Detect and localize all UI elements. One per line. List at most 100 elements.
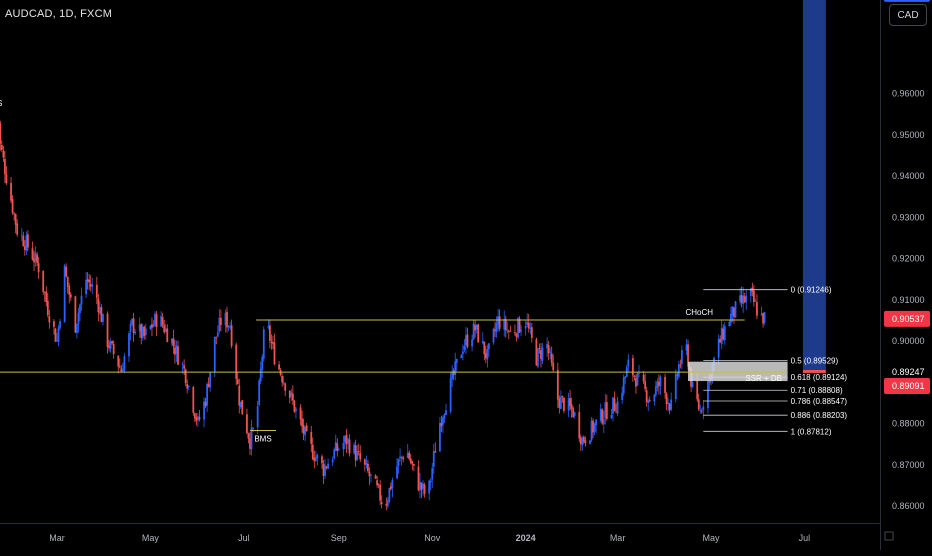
candle-body [174, 347, 176, 355]
candle-body [451, 371, 454, 379]
price-tick: 0.86000 [892, 501, 925, 511]
candle-body [422, 483, 424, 489]
candle-body [299, 407, 302, 420]
candle-body [563, 397, 565, 411]
candle-body [134, 331, 137, 334]
candle-body [654, 386, 657, 395]
candle-body [45, 291, 48, 303]
candle-body [108, 345, 110, 348]
candle-body [475, 324, 478, 330]
candle-body [89, 283, 92, 287]
candle-body [236, 379, 239, 384]
candle-body [535, 339, 538, 366]
candle-body [498, 316, 501, 329]
candle-body [665, 393, 668, 405]
currency-button[interactable]: CAD [889, 4, 927, 26]
time-axis[interactable]: Mar May Jul Sep Nov 2024 Mar May Jul [0, 523, 880, 551]
candle-body [419, 481, 421, 491]
symbol-title[interactable]: AUDCAD, 1D, FXCM [5, 8, 113, 20]
candle-body [170, 338, 173, 344]
candle-body [100, 307, 103, 322]
candle-body [558, 398, 561, 408]
candle-body [155, 314, 158, 327]
candle-body [627, 359, 630, 367]
candle-body [506, 329, 509, 332]
price-tick: 0.95000 [892, 130, 925, 140]
time-tick: 2024 [516, 533, 536, 543]
candle-body [642, 374, 645, 382]
candle-body [121, 370, 124, 372]
candle-body [700, 411, 703, 413]
candle-body [353, 444, 356, 454]
candle-body [595, 419, 598, 426]
candle-body [605, 402, 608, 419]
candle-body [697, 399, 700, 410]
candles-group [0, 120, 766, 511]
price-tick: 0.90000 [892, 336, 925, 346]
candle-body [207, 384, 210, 387]
candle-body [258, 380, 261, 405]
fib-label: 0.71 (0.88808) [791, 386, 843, 395]
candle-body [249, 438, 251, 449]
candle-body [647, 400, 650, 403]
candle-body [615, 411, 617, 413]
candle-body [561, 395, 564, 398]
level-label-ssr-db: SSR + DB [745, 374, 782, 383]
candle-body [730, 313, 732, 323]
candle-body [552, 362, 555, 371]
candle-body [560, 396, 562, 409]
candle-body [722, 328, 725, 340]
candle-body [420, 483, 423, 490]
candle-body [77, 312, 80, 325]
candle-body [717, 338, 720, 358]
candle-body [288, 390, 291, 398]
candle-body [590, 420, 593, 441]
candle-body [593, 423, 596, 432]
candle-body [527, 322, 530, 329]
candle-body [504, 318, 507, 330]
candle-body [345, 434, 348, 445]
candle-body [112, 344, 115, 355]
candle-body [322, 463, 325, 476]
candle-body [423, 484, 426, 494]
candle-body [739, 295, 742, 302]
candle-body [161, 317, 164, 326]
candle-body [740, 295, 743, 303]
candle-body [472, 323, 475, 340]
candle-body [754, 301, 757, 302]
candle-body [195, 417, 198, 421]
candle-body [43, 292, 46, 293]
candle-body [37, 263, 40, 273]
candle-body [36, 254, 38, 263]
candle-body [696, 381, 699, 400]
price-axis[interactable]: 0.96000 0.95000 0.94000 0.93000 0.92000 0.910… [880, 0, 932, 550]
candle-body [282, 382, 285, 384]
candle-body [321, 456, 323, 464]
fib-label: 0.786 (0.88547) [791, 397, 848, 406]
candle-body [281, 375, 284, 383]
candle-body [376, 480, 379, 486]
candle-body [4, 158, 6, 175]
projection-stop-strip [802, 369, 826, 373]
price-badge-label: 0.89091 [892, 381, 925, 391]
candle-body [526, 321, 529, 325]
candle-body [644, 381, 647, 389]
candle-body [313, 457, 316, 462]
candle-body [95, 284, 98, 298]
candle-body [160, 316, 163, 327]
candle-body [79, 304, 81, 314]
candle-body [337, 449, 340, 450]
candle-body [520, 329, 522, 332]
candle-body [192, 387, 195, 413]
candle-body [582, 436, 585, 442]
settings-corner-icon[interactable] [884, 531, 894, 541]
candle-body [763, 312, 766, 323]
candle-body [140, 324, 143, 339]
candle-body [111, 341, 114, 344]
candle-body [46, 301, 49, 316]
candle-body [291, 393, 294, 401]
candle-body [377, 484, 380, 486]
candle-body [677, 364, 680, 377]
